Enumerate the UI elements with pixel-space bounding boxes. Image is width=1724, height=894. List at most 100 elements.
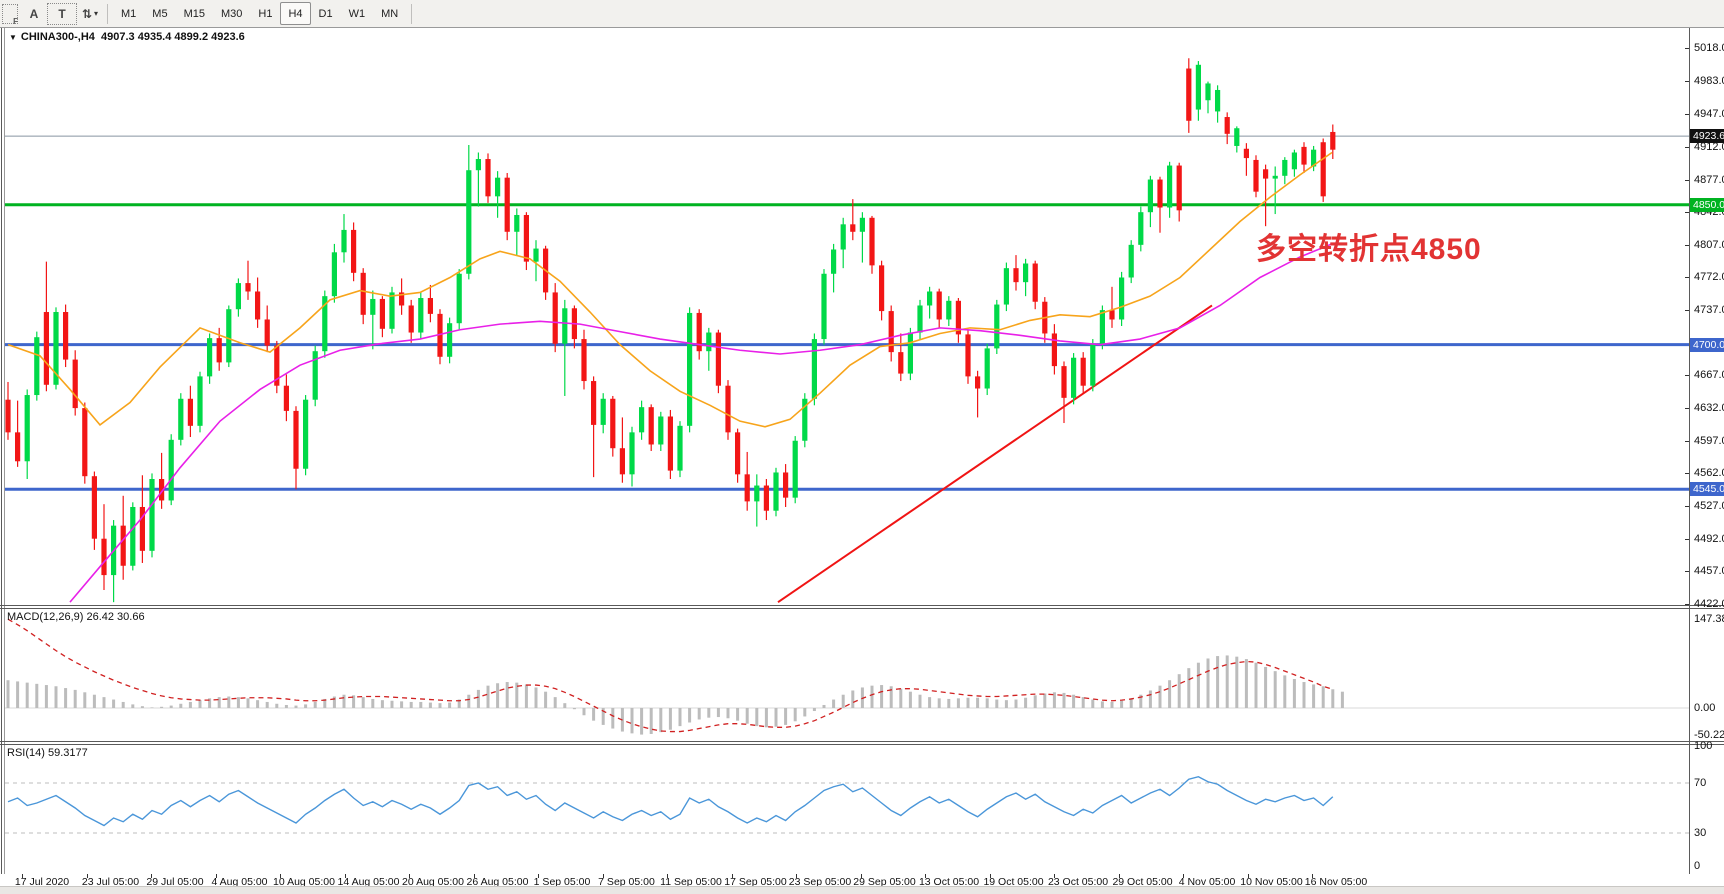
chart-title: ▼ CHINA300-,H4 4907.3 4935.4 4899.2 4923.…	[9, 31, 245, 43]
price-tick-mark	[1685, 114, 1689, 116]
macd-signal-line	[7, 618, 1333, 733]
time-tick-mark	[280, 874, 281, 878]
price-tick-label: 4877.0	[1694, 173, 1724, 186]
time-tick-label: 4 Nov 05:00	[1178, 876, 1236, 888]
time-tick-label: 16 Nov 05:00	[1304, 876, 1368, 888]
price-axis[interactable]: 5018.04983.04947.04912.04877.04842.04807…	[1685, 27, 1724, 874]
price-tick-mark	[1685, 277, 1689, 279]
timeframe-button-m15[interactable]: M15	[183, 7, 205, 20]
price-tick-mark	[1685, 146, 1689, 148]
main-macd-separator	[0, 605, 1724, 606]
time-tick-mark	[473, 874, 475, 878]
price-badge: 4545.0	[1690, 482, 1724, 497]
text-a-icon[interactable]: A	[29, 6, 39, 21]
time-tick-mark	[86, 874, 88, 878]
timeframe-button-d1[interactable]: D1	[318, 7, 333, 20]
price-tick-label: 4912.0	[1694, 140, 1724, 153]
price-tick-mark	[1685, 604, 1689, 605]
price-badge: 4923.6	[1690, 129, 1724, 144]
rsi-indicator-label: RSI(14) 59.3177	[7, 747, 88, 759]
price-tick-label: 5018.0	[1694, 42, 1724, 54]
time-tick-label: 17 Sep 05:00	[724, 876, 787, 888]
time-tick-mark	[1118, 874, 1120, 878]
timeframe-button-m30[interactable]: M30	[220, 7, 243, 20]
chart-profile-f-icon[interactable]: F	[2, 3, 18, 26]
macd-rsi-separator-2	[0, 744, 1724, 745]
time-tick-mark	[1183, 874, 1184, 878]
price-tick-label: 4983.0	[1694, 74, 1724, 87]
arrows-glyph: ⇅	[81, 6, 93, 21]
time-tick-mark	[1054, 874, 1055, 878]
price-tick-mark	[1685, 310, 1689, 312]
time-tick-label: 10 Nov 05:00	[1240, 876, 1303, 888]
macd-rsi-separator	[0, 741, 1724, 742]
chart-left-border	[1, 27, 2, 874]
price-tick-label: 4807.0	[1694, 238, 1724, 251]
price-tick-mark	[1685, 375, 1689, 377]
rsi-line	[7, 776, 1334, 827]
time-tick-mark	[731, 874, 733, 878]
chevron-down-icon[interactable]: ▼	[9, 33, 17, 42]
toolbar-separator	[411, 3, 413, 24]
timeframe-button-w1[interactable]: W1	[348, 7, 366, 20]
macd-axis-label: -50.22	[1694, 729, 1724, 741]
price-tick-mark	[1685, 571, 1689, 573]
timeframe-button-m1[interactable]: M1	[121, 7, 137, 20]
timeframe-button-mn[interactable]: MN	[381, 7, 399, 20]
toolbar: F A T ⇅ ▾ M1 M5 M15 M30 H1 H4 D1 W1 MN	[0, 0, 1724, 28]
time-tick-mark	[925, 874, 926, 878]
chevron-down-icon: ▾	[94, 9, 99, 18]
time-tick-label: 26 Aug 05:00	[466, 876, 529, 888]
rsi-axis-label: 70	[1694, 777, 1707, 789]
time-tick-mark	[1312, 874, 1313, 878]
bottom-strip	[0, 886, 1724, 894]
price-badge: 4850.0	[1690, 197, 1724, 212]
time-tick-mark	[22, 874, 23, 878]
text-label-icon[interactable]: T	[47, 2, 77, 25]
ma-fast-line	[7, 151, 1333, 428]
time-axis[interactable]: 17 Jul 2020 23 Jul 05:00 29 Jul 05:00 4 Aug…	[0, 874, 1724, 888]
time-tick-mark	[602, 874, 604, 878]
price-tick-mark	[1685, 48, 1689, 49]
price-tick-label: 4772.0	[1694, 271, 1724, 284]
toolbar-separator	[107, 3, 108, 24]
trendline[interactable]	[777, 304, 1213, 603]
price-tick-mark	[1685, 440, 1689, 442]
time-tick-mark	[860, 874, 862, 878]
price-tick-label: 4422.0	[1694, 598, 1724, 610]
time-tick-label: 10 Aug 05:00	[273, 876, 335, 888]
candles	[5, 58, 1336, 603]
price-tick-mark	[1685, 408, 1689, 410]
time-tick-label: 4 Aug 05:00	[211, 876, 268, 888]
price-tick-label: 4597.0	[1694, 434, 1724, 447]
rsi-axis-label: 100	[1694, 739, 1713, 752]
time-tick-label: 29 Sep 05:00	[853, 876, 916, 888]
macd-axis-label: 0.00	[1694, 702, 1716, 714]
price-tick-mark	[1685, 179, 1689, 181]
time-tick-label: 7 Sep 05:00	[598, 876, 655, 888]
time-tick-mark	[215, 874, 217, 878]
price-tick-label: 4492.0	[1694, 532, 1724, 545]
main-macd-separator-2	[0, 608, 1724, 609]
price-tick-label: 4667.0	[1694, 369, 1724, 382]
price-badge: 4700.0	[1690, 337, 1724, 352]
timeframe-button-h1[interactable]: H1	[258, 7, 273, 20]
timeframe-button-group: M1 M5 M15 M30 H1 H4 D1 W1 MN	[113, 2, 406, 25]
annotation-text: 多空转折点4850	[1256, 233, 1482, 266]
arrows-icon[interactable]: ⇅ ▾	[79, 4, 101, 24]
time-tick-mark	[151, 874, 152, 878]
time-tick-label: 23 Jul 05:00	[81, 876, 140, 888]
time-tick-label: 29 Oct 05:00	[1112, 876, 1173, 888]
macd-axis-label: 147.38	[1694, 612, 1724, 625]
timeframe-button-m5[interactable]: M5	[152, 7, 168, 20]
timeframe-button-h4[interactable]: H4	[280, 2, 311, 25]
time-tick-label: 11 Sep 05:00	[660, 876, 722, 888]
time-tick-mark	[1247, 874, 1249, 878]
time-tick-label: 29 Jul 05:00	[146, 876, 204, 888]
price-tick-label: 4632.0	[1694, 402, 1724, 415]
time-tick-mark	[409, 874, 410, 878]
time-tick-mark	[538, 874, 539, 878]
macd-indicator-label: MACD(12,26,9) 26.42 30.66	[7, 611, 145, 623]
time-tick-mark	[667, 874, 668, 878]
